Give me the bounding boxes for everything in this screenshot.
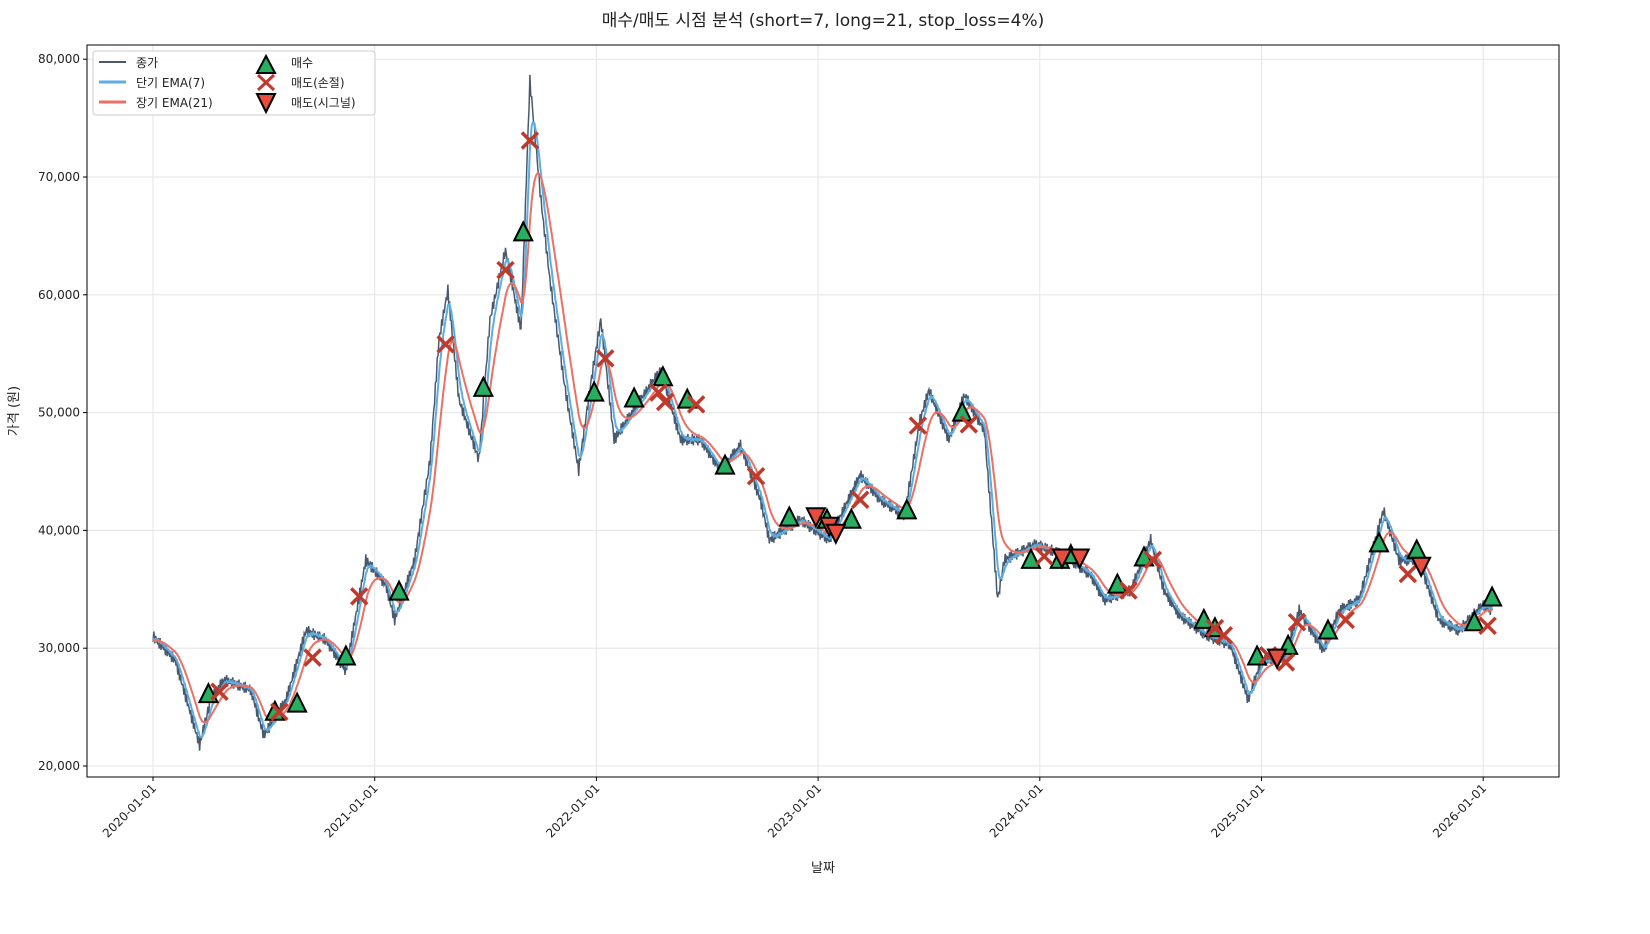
axis-ticks: 20,000 30,000 40,000 50,000 60,000 70,000 80,0… (38, 52, 1489, 840)
stop-loss-marker (303, 648, 322, 667)
buy-marker (335, 644, 357, 666)
buy-marker (714, 453, 736, 475)
y-axis-label: 가격 (원) (7, 386, 22, 436)
buy-marker (1406, 538, 1428, 560)
stop-loss-marker (908, 416, 928, 435)
signal-sell-marker (825, 523, 847, 545)
chart-title: 매수/매도 시점 분석 (short=7, long=21, stop_loss… (602, 11, 1045, 31)
buy-marker (1317, 618, 1339, 640)
buy-marker (778, 505, 800, 527)
y-tick-label: 30,000 (38, 641, 80, 655)
legend-buy: 매수 (291, 56, 313, 70)
buy-marker (512, 220, 534, 242)
x-tick-label: 2022-01-01 (543, 781, 602, 840)
short-ema-line (152, 121, 1493, 739)
y-tick-label: 40,000 (38, 523, 80, 537)
buy-marker (623, 386, 645, 408)
signal-sell-marker (1069, 548, 1091, 570)
stop-loss-marker (349, 587, 369, 606)
stop-loss-marker (1143, 550, 1163, 570)
legend-signal-icon (255, 93, 277, 115)
buy-marker (583, 380, 605, 402)
y-tick-label: 80,000 (38, 52, 80, 66)
stop-loss-marker (1398, 564, 1418, 584)
buy-marker (1481, 585, 1503, 607)
buy-marker (951, 400, 973, 422)
legend-stop-icon (256, 73, 276, 92)
stop-loss-marker (1119, 581, 1138, 600)
buy-marker (1463, 610, 1485, 632)
x-tick-label: 2020-01-01 (100, 781, 159, 840)
stop-loss-marker (1336, 610, 1355, 630)
stop-loss-marker (596, 349, 615, 368)
x-axis-label: 날짜 (811, 861, 835, 876)
x-tick-label: 2021-01-01 (322, 781, 381, 840)
stop-loss-marker (520, 131, 540, 150)
buy-marker (286, 691, 308, 713)
stop-loss-marker (850, 490, 870, 510)
grid (87, 45, 1559, 777)
y-tick-label: 50,000 (38, 406, 80, 420)
stop-loss-marker (655, 392, 675, 412)
stop-loss-marker (1214, 626, 1234, 645)
stop-loss-marker (496, 260, 515, 280)
stop-loss-marker (1287, 613, 1307, 632)
legend-short-ema: 단기 EMA(7) (136, 76, 205, 90)
stop-loss-marker (1034, 547, 1054, 566)
long-ema-line (152, 172, 1493, 724)
stop-loss-marker (436, 335, 455, 354)
signal-sell-marker (1051, 548, 1073, 570)
stop-loss-marker (649, 383, 668, 402)
stop-loss-marker (959, 415, 979, 434)
legend-close: 종가 (136, 56, 158, 70)
stop-loss-marker (210, 682, 229, 702)
legend-signal: 매도(시그널) (291, 96, 356, 110)
plot-frame (86, 44, 1560, 778)
buy-marker (1368, 531, 1390, 553)
legend: 종가 단기 EMA(7) 장기 EMA(21) 매수 매도(손절) 매도(시그널… (92, 50, 376, 116)
buy-marker (388, 579, 410, 601)
stop-loss-marker (686, 395, 706, 414)
y-tick-label: 20,000 (38, 759, 80, 773)
legend-buy-icon (255, 53, 277, 74)
trade-markers (197, 131, 1503, 722)
y-tick-label: 70,000 (38, 170, 80, 184)
buy-marker (652, 365, 674, 387)
stop-loss-marker (270, 702, 289, 722)
buy-marker (840, 507, 862, 529)
x-tick-label: 2025-01-01 (1208, 781, 1267, 840)
y-tick-label: 60,000 (38, 288, 80, 302)
stop-loss-marker (746, 466, 766, 486)
legend-long-ema: 장기 EMA(21) (136, 96, 213, 110)
stop-loss-marker (1478, 616, 1497, 636)
buy-marker (896, 498, 918, 520)
buy-marker (472, 375, 494, 397)
x-tick-label: 2024-01-01 (987, 781, 1046, 840)
signal-sell-marker (1266, 648, 1288, 670)
signal-sell-marker (1410, 556, 1432, 578)
x-tick-label: 2026-01-01 (1430, 781, 1489, 840)
legend-stop: 매도(손절) (291, 76, 345, 90)
x-tick-label: 2023-01-01 (765, 781, 824, 840)
